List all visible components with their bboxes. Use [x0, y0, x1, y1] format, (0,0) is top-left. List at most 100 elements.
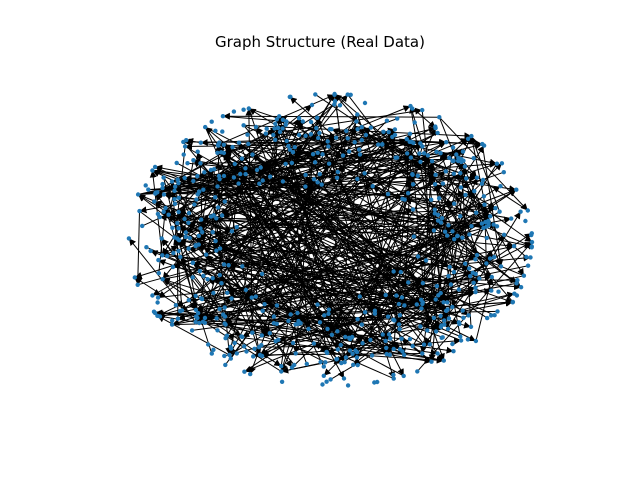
graph-node	[473, 257, 478, 262]
graph-node	[350, 351, 355, 356]
graph-node	[405, 191, 411, 196]
graph-node	[222, 199, 227, 204]
graph-node	[518, 209, 523, 214]
graph-edge	[448, 166, 468, 319]
graph-edge	[326, 293, 515, 355]
graph-node	[295, 310, 300, 316]
graph-edge	[177, 142, 483, 224]
graph-node	[435, 218, 441, 223]
graph-node	[433, 329, 439, 334]
graph-edge	[223, 173, 432, 201]
graph-node	[279, 364, 284, 369]
graph-node	[155, 295, 161, 300]
figure-title: Graph Structure (Real Data)	[215, 33, 425, 51]
graph-node	[161, 192, 167, 197]
graph-node	[334, 175, 340, 180]
graph-node	[351, 362, 356, 367]
graph-edge	[352, 294, 439, 366]
graph-edge	[134, 211, 142, 285]
graph-node	[175, 221, 180, 226]
graph-node	[303, 133, 308, 138]
graph-node	[420, 107, 425, 113]
graph-node	[321, 364, 326, 369]
graph-node	[463, 261, 468, 266]
graph-node	[410, 343, 415, 349]
graph-node	[484, 224, 489, 229]
graph-node	[408, 155, 414, 160]
graph-node	[423, 258, 429, 263]
graph-node	[344, 128, 349, 134]
graph-node	[438, 313, 443, 318]
graph-node	[198, 140, 203, 145]
graph-edge	[238, 183, 345, 379]
graph-edge	[481, 204, 489, 264]
graph-node	[143, 183, 148, 188]
graph-node	[384, 118, 390, 123]
graph-node	[420, 351, 425, 356]
graph-node	[456, 287, 462, 292]
graph-node	[211, 347, 216, 352]
graph-node	[391, 372, 396, 378]
graph-node	[229, 229, 235, 234]
graph-node	[368, 125, 374, 130]
graph-node	[445, 233, 450, 238]
graph-node	[460, 149, 466, 154]
graph-node	[175, 177, 180, 182]
graph-node	[155, 300, 160, 305]
graph-node	[433, 297, 438, 302]
graph-node	[319, 182, 324, 187]
graph-edge	[331, 133, 411, 335]
graph-edge	[331, 128, 461, 174]
graph-node	[410, 207, 416, 212]
graph-node	[479, 181, 485, 186]
graph-node	[494, 161, 500, 166]
graph-node	[363, 132, 369, 138]
graph-edge	[185, 232, 351, 340]
graph-edge	[261, 158, 462, 275]
graph-node	[186, 297, 191, 303]
graph-node	[465, 337, 471, 342]
graph-node	[414, 302, 419, 307]
graph-node	[174, 160, 179, 166]
graph-node	[175, 316, 181, 321]
graph-node	[337, 103, 343, 108]
graph-edge	[157, 184, 322, 299]
graph-node	[220, 114, 226, 119]
graph-node	[446, 223, 451, 228]
graph-node	[221, 150, 227, 156]
graph-node	[355, 362, 360, 368]
graph-edge	[252, 154, 422, 301]
graph-node	[169, 179, 175, 184]
graph-node	[445, 326, 451, 332]
graph-node	[341, 376, 347, 381]
graph-node	[315, 302, 320, 307]
graph-node	[231, 175, 237, 180]
graph-node	[388, 336, 393, 341]
graph-node	[464, 176, 469, 181]
graph-edge	[220, 246, 451, 285]
graph-node	[407, 336, 413, 342]
graph-node	[345, 136, 350, 141]
graph-node	[260, 308, 265, 313]
graph-node	[187, 235, 192, 241]
graph-node	[447, 155, 452, 161]
graph-edge	[475, 276, 494, 342]
graph-node	[259, 333, 264, 338]
graph-node	[193, 307, 199, 313]
graph-node	[157, 214, 162, 220]
graph-node	[198, 226, 203, 231]
graph-node	[190, 275, 195, 280]
graph-node	[333, 135, 339, 140]
graph-node	[473, 285, 478, 290]
graph-node	[221, 262, 227, 267]
graph-node	[420, 144, 425, 149]
graph-edge	[287, 145, 330, 353]
graph-node	[488, 313, 494, 318]
graph-node	[454, 152, 459, 157]
graph-node	[391, 269, 396, 274]
graph-node	[241, 123, 246, 128]
graph-node	[186, 220, 191, 225]
graph-node	[434, 283, 440, 289]
graph-node	[150, 168, 155, 173]
graph-node	[340, 153, 346, 158]
